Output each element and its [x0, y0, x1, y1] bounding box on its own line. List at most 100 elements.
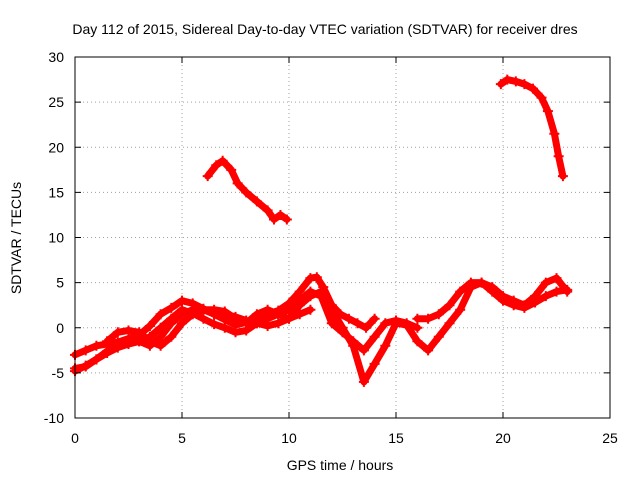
y-tick-label: 10	[48, 230, 64, 246]
data-point-marker	[530, 297, 541, 308]
data-point-marker	[273, 309, 284, 320]
data-point-marker	[495, 79, 506, 90]
data-point-marker	[294, 309, 305, 320]
x-axis-label: GPS time / hours	[287, 457, 394, 473]
y-tick-label: 25	[48, 94, 64, 110]
data-point-marker	[155, 340, 166, 351]
data-point-marker	[391, 318, 401, 329]
data-point-marker	[166, 302, 177, 313]
data-point-marker	[219, 322, 230, 333]
data-point-marker	[198, 313, 209, 324]
data-point-marker	[102, 348, 113, 359]
y-tick-label: 0	[56, 320, 64, 336]
data-point-marker	[251, 196, 262, 207]
x-tick-label: 15	[388, 430, 404, 446]
data-point-marker	[487, 286, 498, 297]
data-point-marker	[343, 313, 354, 324]
data-point-marker	[123, 338, 134, 349]
data-point-marker	[369, 358, 380, 369]
data-point-marker	[455, 304, 466, 315]
data-point-marker	[455, 286, 466, 297]
data-point-marker	[412, 313, 423, 324]
data-point-marker	[542, 106, 553, 117]
data-point-marker	[209, 319, 220, 330]
x-tick-label: 10	[281, 430, 297, 446]
data-point-marker	[155, 331, 166, 342]
data-point-marker	[177, 318, 187, 329]
data-point-marker	[123, 325, 134, 336]
data-point-marker	[412, 336, 423, 347]
data-point-marker	[134, 327, 145, 338]
data-point-marker	[502, 74, 513, 85]
data-point-marker	[326, 304, 337, 315]
chart-title: Day 112 of 2015, Sidereal Day-to-day VTE…	[72, 21, 577, 37]
data-point-marker	[226, 164, 237, 175]
data-point-marker	[433, 331, 444, 342]
data-point-marker	[230, 327, 241, 338]
data-point-marker	[369, 331, 380, 342]
data-point-marker	[465, 277, 476, 288]
data-point-marker	[198, 304, 209, 315]
y-tick-label: 20	[48, 139, 64, 155]
y-tick-label: -10	[44, 410, 64, 426]
data-point-marker	[251, 318, 262, 329]
data-point-marker	[217, 155, 228, 166]
data-point-marker	[498, 295, 508, 306]
data-point-marker	[102, 336, 113, 347]
y-tick-label: 15	[48, 184, 64, 200]
data-point-marker	[305, 291, 316, 302]
data-point-marker	[112, 342, 123, 353]
data-point-marker	[262, 205, 273, 216]
data-point-marker	[412, 322, 423, 333]
data-point-marker	[269, 214, 280, 225]
y-tick-label: 5	[56, 275, 64, 291]
data-point-marker	[557, 171, 568, 182]
data-point-marker	[187, 309, 198, 320]
data-point-marker	[510, 76, 521, 87]
data-point-marker	[348, 340, 359, 351]
data-point-marker	[273, 318, 284, 329]
series-layer	[70, 74, 573, 387]
data-point-marker	[401, 320, 412, 331]
data-point-marker	[551, 286, 562, 297]
x-tick-label: 5	[178, 430, 186, 446]
data-point-marker	[380, 340, 391, 351]
data-point-marker	[80, 345, 91, 356]
data-point-marker	[316, 286, 327, 297]
data-point-marker	[262, 320, 273, 331]
y-tick-label: 30	[48, 49, 64, 65]
data-point-marker	[166, 331, 177, 342]
data-point-marker	[305, 304, 316, 315]
data-point-marker	[536, 92, 547, 103]
data-point-marker	[209, 304, 220, 315]
data-point-marker	[241, 318, 252, 329]
grid-layer	[75, 57, 610, 418]
data-point-marker	[433, 309, 444, 320]
data-point-marker	[423, 313, 434, 324]
x-tick-label: 0	[71, 430, 79, 446]
data-point-marker	[177, 309, 187, 320]
data-point-marker	[369, 313, 380, 324]
data-point-marker	[361, 322, 372, 333]
data-point-marker	[311, 272, 322, 283]
data-point-marker	[144, 320, 155, 331]
data-point-marker	[262, 304, 273, 315]
data-point-marker	[232, 178, 243, 189]
data-point-marker	[91, 354, 102, 365]
data-point-marker	[241, 187, 252, 198]
data-point-marker	[202, 171, 213, 182]
data-point-marker	[80, 361, 91, 372]
data-point-marker	[134, 336, 145, 347]
data-point-marker	[91, 340, 102, 351]
data-point-marker	[380, 318, 391, 329]
data-point-marker	[144, 336, 155, 347]
data-point-marker	[177, 295, 187, 306]
x-tick-label: 20	[495, 430, 511, 446]
data-point-marker	[219, 306, 230, 317]
data-point-marker	[444, 318, 455, 329]
axis-layer: 0 5 10 15 20 25 -10 -5 0 5 10 15 20 25 30	[44, 49, 618, 446]
data-point-marker	[155, 309, 166, 320]
data-point-marker	[549, 128, 560, 139]
plot-frame	[74, 56, 611, 419]
